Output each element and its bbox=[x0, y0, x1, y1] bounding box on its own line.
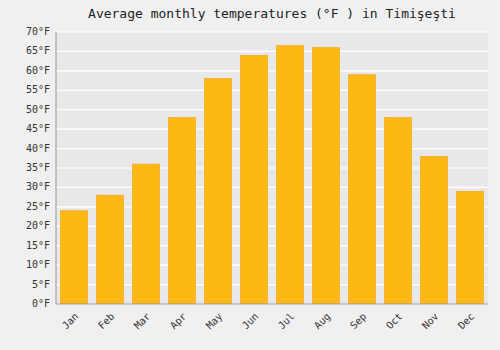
y-tick-label: 0°F bbox=[32, 298, 50, 309]
y-tick-label: 30°F bbox=[26, 181, 50, 192]
y-axis-line bbox=[56, 32, 57, 304]
grid-line bbox=[56, 90, 488, 91]
x-tick-labels: Jan Feb Mar Apr May Jun Jul Aug Sep Oct Nov Dec bbox=[60, 311, 477, 332]
x-tick-label: Oct bbox=[384, 311, 405, 332]
y-tick-label: 40°F bbox=[26, 143, 50, 154]
x-tick-label: Apr bbox=[168, 311, 189, 332]
y-tick-label: 45°F bbox=[26, 123, 50, 134]
bars bbox=[61, 46, 484, 304]
grid-line bbox=[56, 129, 488, 130]
bar bbox=[385, 117, 412, 304]
y-tick-label: 50°F bbox=[26, 104, 50, 115]
x-tick-label: Jun bbox=[240, 311, 261, 332]
grid-line bbox=[56, 31, 488, 32]
y-tick-label: 15°F bbox=[26, 240, 50, 251]
y-tick-label: 10°F bbox=[26, 259, 50, 270]
x-tick-label: May bbox=[204, 311, 225, 332]
x-tick-label: Nov bbox=[420, 311, 441, 332]
plot-area bbox=[56, 32, 488, 304]
chart: 0°F 5°F 10°F 15°F 20°F 25°F 30°F 35°F 40°F 45°F 50… bbox=[0, 0, 500, 350]
x-tick-label: Dec bbox=[456, 311, 477, 332]
bar bbox=[457, 191, 484, 304]
title: Average monthly temperatures (°F ) in Ti… bbox=[88, 6, 456, 21]
bar bbox=[97, 195, 124, 304]
x-tick-label: Aug bbox=[312, 311, 333, 332]
bar bbox=[169, 117, 196, 304]
x-tick-label: Jan bbox=[60, 311, 81, 332]
y-tick-label: 70°F bbox=[26, 26, 50, 37]
bar bbox=[421, 156, 448, 304]
page: {"chart_data": {"type": "bar", "title": … bbox=[0, 0, 500, 350]
grid-line bbox=[56, 51, 488, 52]
bar bbox=[241, 55, 268, 304]
x-tick-label: Mar bbox=[132, 311, 153, 332]
x-axis-line bbox=[56, 304, 488, 305]
bar bbox=[277, 46, 304, 304]
x-tick-label: Sep bbox=[348, 311, 369, 332]
y-tick-label: 25°F bbox=[26, 201, 50, 212]
grid-line bbox=[56, 70, 488, 71]
grid-line bbox=[56, 148, 488, 149]
y-tick-label: 65°F bbox=[26, 45, 50, 56]
y-tick-label: 55°F bbox=[26, 84, 50, 95]
y-tick-labels: 0°F 5°F 10°F 15°F 20°F 25°F 30°F 35°F 40°F 45°F 50… bbox=[26, 26, 50, 309]
y-tick-label: 20°F bbox=[26, 220, 50, 231]
grid-line bbox=[56, 109, 488, 110]
bar bbox=[313, 48, 340, 304]
bar bbox=[133, 164, 160, 304]
bar bbox=[205, 79, 232, 304]
x-tick-label: Feb bbox=[96, 311, 117, 332]
grid-line bbox=[56, 303, 488, 304]
bar bbox=[349, 75, 376, 304]
x-tick-label: Jul bbox=[276, 311, 297, 332]
y-tick-label: 5°F bbox=[32, 279, 50, 290]
grid bbox=[56, 32, 488, 304]
y-tick-label: 60°F bbox=[26, 65, 50, 76]
y-tick-label: 35°F bbox=[26, 162, 50, 173]
bar bbox=[61, 211, 88, 304]
